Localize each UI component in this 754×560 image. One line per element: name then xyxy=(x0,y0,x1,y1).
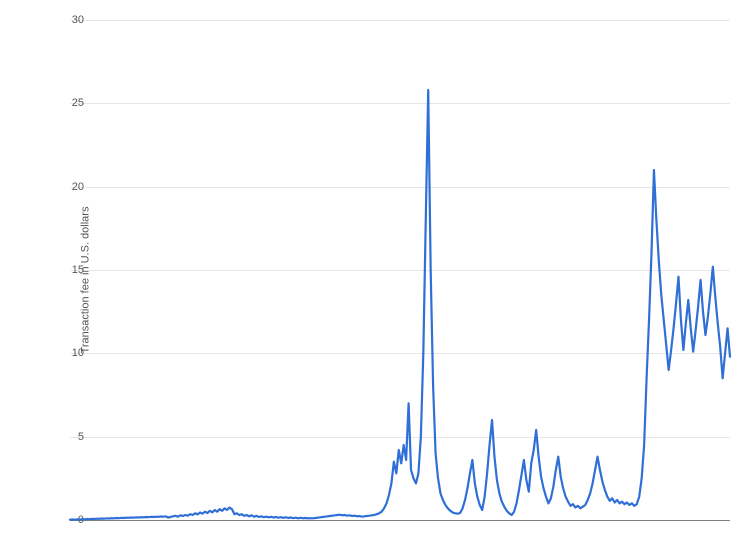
series-line xyxy=(70,90,730,520)
line-chart-svg xyxy=(70,20,730,520)
x-axis-line xyxy=(70,520,730,521)
plot-area xyxy=(70,20,730,520)
